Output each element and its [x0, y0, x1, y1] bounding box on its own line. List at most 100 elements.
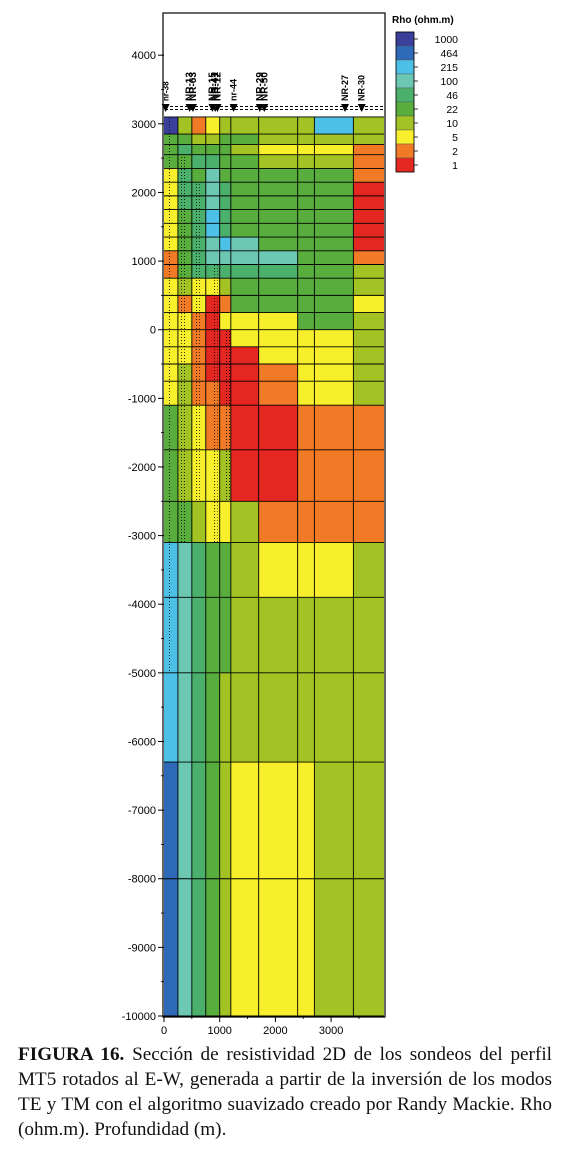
- model-cell: [353, 762, 384, 879]
- caption-text: Sección de resistividad 2D de los sondeo…: [18, 1044, 552, 1140]
- model-cell: [353, 381, 384, 406]
- model-cell: [230, 195, 259, 210]
- y-tick-label: 3000: [132, 119, 156, 131]
- coverage-dot-strip: [194, 182, 200, 502]
- station-label: NR-63: [188, 72, 199, 101]
- model-cell: [297, 329, 315, 347]
- model-cell: [314, 116, 354, 135]
- model-cell: [314, 250, 354, 265]
- model-cell: [258, 597, 298, 673]
- plot-frame: [162, 12, 386, 1018]
- model-cell: [258, 250, 298, 265]
- model-cell: [164, 878, 178, 1016]
- model-cell: [230, 329, 259, 347]
- model-cell: [353, 346, 384, 365]
- legend-swatch: [395, 87, 415, 103]
- model-cell: [177, 878, 192, 1016]
- y-axis: 4000 3000 2000 1000 0 -1000 -2000 -3000 -4000 -50…: [122, 50, 164, 1023]
- model-cell: [191, 501, 206, 543]
- coverage-dot-strip: [167, 116, 172, 673]
- model-cell: [230, 295, 259, 313]
- model-cell: [219, 501, 231, 543]
- model-cell: [297, 144, 315, 155]
- model-cell: [297, 134, 315, 145]
- x-tick-label: 2000: [263, 1025, 287, 1037]
- model-cell: [314, 329, 354, 347]
- model-cell: [219, 597, 231, 673]
- model-cell: [258, 195, 298, 210]
- model-cell: [353, 154, 384, 169]
- model-cell: [297, 346, 315, 365]
- model-cell: [205, 237, 220, 251]
- model-cell: [297, 762, 315, 879]
- model-cell: [297, 223, 315, 238]
- legend-label: 46: [446, 90, 458, 102]
- model-cell: [258, 346, 298, 365]
- model-cell: [219, 134, 231, 145]
- model-cell: [353, 237, 384, 251]
- coverage-dot-strip: [225, 329, 231, 502]
- model-cell: [314, 364, 354, 382]
- model-cell: [205, 762, 220, 879]
- model-cell: [191, 154, 206, 169]
- model-cell: [258, 154, 298, 169]
- model-cell: [230, 134, 259, 145]
- y-tick-label: -2000: [128, 462, 156, 474]
- y-tick-label: -3000: [128, 531, 156, 543]
- legend-swatch: [395, 31, 415, 47]
- station-triangle: [188, 104, 197, 112]
- model-cell: [191, 762, 206, 879]
- model-cell: [258, 542, 298, 598]
- model-cell: [297, 116, 315, 135]
- model-cell: [230, 501, 259, 543]
- model-cell: [258, 405, 298, 450]
- model-cell: [219, 195, 231, 210]
- model-cell: [177, 597, 192, 673]
- model-cell: [297, 154, 315, 169]
- model-cell: [230, 672, 259, 763]
- coverage-dot-strip: [180, 154, 186, 543]
- model-cell: [314, 168, 354, 183]
- model-cell: [353, 405, 384, 450]
- model-cell: [353, 312, 384, 330]
- model-cell: [353, 542, 384, 598]
- legend-swatch: [395, 73, 415, 89]
- model-cell: [258, 237, 298, 251]
- model-cell: [191, 672, 206, 763]
- x-tick-label: 3000: [319, 1025, 343, 1037]
- model-cell: [353, 878, 384, 1016]
- model-cell: [297, 237, 315, 251]
- station-label: NR-50: [259, 72, 270, 101]
- y-tick-label: -4000: [128, 599, 156, 611]
- legend-swatch: [395, 143, 415, 159]
- model-cell: [230, 144, 259, 155]
- model-cell: [219, 116, 231, 135]
- model-cell: [314, 223, 354, 238]
- model-cell: [353, 597, 384, 673]
- model-cell: [164, 762, 178, 879]
- model-cell: [177, 144, 192, 155]
- model-cell: [258, 295, 298, 313]
- model-cell: [191, 597, 206, 673]
- station-label: NR-12: [212, 72, 223, 101]
- model-cell: [230, 223, 259, 238]
- model-cell: [258, 878, 298, 1016]
- y-tick-label: -9000: [128, 942, 156, 954]
- model-cell: [230, 346, 259, 365]
- data-coverage-dots: [167, 116, 231, 673]
- model-cell: [205, 672, 220, 763]
- model-cell: [314, 449, 354, 502]
- model-cell: [297, 597, 315, 673]
- model-cell: [191, 134, 206, 145]
- model-cell: [219, 295, 231, 313]
- model-cell: [297, 449, 315, 502]
- model-cell: [353, 501, 384, 543]
- station-label: NR-30: [357, 75, 367, 101]
- model-cell: [219, 154, 231, 169]
- model-cell: [219, 209, 231, 224]
- station-label: nr-38: [162, 81, 171, 101]
- model-cell: [205, 134, 220, 145]
- legend-label: 215: [440, 62, 458, 74]
- y-tick-label: -10000: [122, 1011, 156, 1023]
